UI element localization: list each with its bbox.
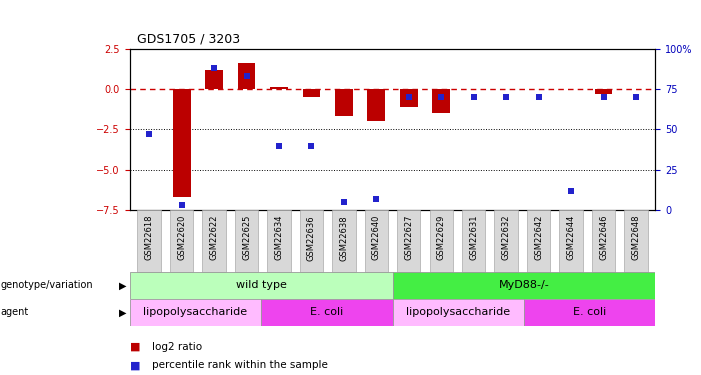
- Bar: [335, 89, 353, 117]
- Bar: [267, 210, 291, 272]
- Bar: [433, 89, 450, 113]
- Text: ▶: ▶: [119, 280, 126, 290]
- Text: GSM22634: GSM22634: [275, 215, 283, 261]
- Point: [435, 94, 447, 100]
- Bar: [332, 210, 355, 272]
- Bar: [393, 299, 524, 326]
- Bar: [524, 299, 655, 326]
- Bar: [397, 210, 421, 272]
- Text: GSM22638: GSM22638: [339, 215, 348, 261]
- Text: GSM22627: GSM22627: [404, 215, 414, 261]
- Bar: [172, 89, 191, 197]
- Point: [403, 94, 414, 100]
- Text: ■: ■: [130, 342, 140, 351]
- Text: genotype/variation: genotype/variation: [1, 280, 93, 290]
- Text: GSM22636: GSM22636: [307, 215, 316, 261]
- Text: ▶: ▶: [119, 308, 126, 317]
- Bar: [300, 210, 323, 272]
- Point: [208, 65, 219, 71]
- Text: MyD88-/-: MyD88-/-: [498, 280, 550, 290]
- Point: [468, 94, 479, 100]
- Bar: [137, 210, 161, 272]
- Point: [176, 202, 187, 208]
- Bar: [365, 210, 388, 272]
- Text: log2 ratio: log2 ratio: [152, 342, 203, 351]
- Point: [501, 94, 512, 100]
- Bar: [592, 210, 615, 272]
- Point: [306, 142, 317, 148]
- Bar: [462, 210, 485, 272]
- Point: [339, 199, 350, 205]
- Point: [598, 94, 609, 100]
- Text: GSM22618: GSM22618: [144, 215, 154, 261]
- Bar: [559, 210, 583, 272]
- Text: GSM22646: GSM22646: [599, 215, 608, 261]
- Text: lipopolysaccharide: lipopolysaccharide: [143, 308, 247, 317]
- Point: [566, 188, 577, 194]
- Bar: [203, 210, 226, 272]
- Bar: [235, 210, 258, 272]
- Point: [241, 73, 252, 79]
- Bar: [261, 299, 393, 326]
- Point: [630, 94, 641, 100]
- Bar: [130, 299, 261, 326]
- Text: E. coli: E. coli: [573, 308, 606, 317]
- Text: GSM22625: GSM22625: [242, 215, 251, 260]
- Text: E. coli: E. coli: [311, 308, 343, 317]
- Bar: [205, 70, 223, 89]
- Text: GSM22640: GSM22640: [372, 215, 381, 260]
- Bar: [430, 210, 453, 272]
- Bar: [170, 210, 193, 272]
- Text: GSM22620: GSM22620: [177, 215, 186, 260]
- Point: [371, 196, 382, 202]
- Bar: [270, 87, 288, 89]
- Text: ■: ■: [130, 360, 140, 370]
- Point: [533, 94, 544, 100]
- Bar: [393, 272, 655, 299]
- Bar: [367, 89, 386, 122]
- Text: lipopolysaccharide: lipopolysaccharide: [406, 308, 510, 317]
- Text: wild type: wild type: [236, 280, 287, 290]
- Bar: [594, 89, 613, 94]
- Bar: [130, 272, 393, 299]
- Text: GSM22648: GSM22648: [632, 215, 641, 261]
- Bar: [494, 210, 518, 272]
- Text: GSM22632: GSM22632: [502, 215, 510, 261]
- Bar: [238, 63, 255, 89]
- Text: GSM22642: GSM22642: [534, 215, 543, 260]
- Text: agent: agent: [1, 308, 29, 317]
- Bar: [400, 89, 418, 107]
- Text: GSM22629: GSM22629: [437, 215, 446, 260]
- Text: GSM22622: GSM22622: [210, 215, 219, 260]
- Text: percentile rank within the sample: percentile rank within the sample: [152, 360, 328, 370]
- Text: GSM22631: GSM22631: [469, 215, 478, 261]
- Bar: [303, 89, 320, 97]
- Bar: [625, 210, 648, 272]
- Point: [144, 131, 155, 137]
- Text: GSM22644: GSM22644: [566, 215, 576, 260]
- Bar: [527, 210, 550, 272]
- Text: GDS1705 / 3203: GDS1705 / 3203: [137, 32, 240, 45]
- Point: [273, 142, 285, 148]
